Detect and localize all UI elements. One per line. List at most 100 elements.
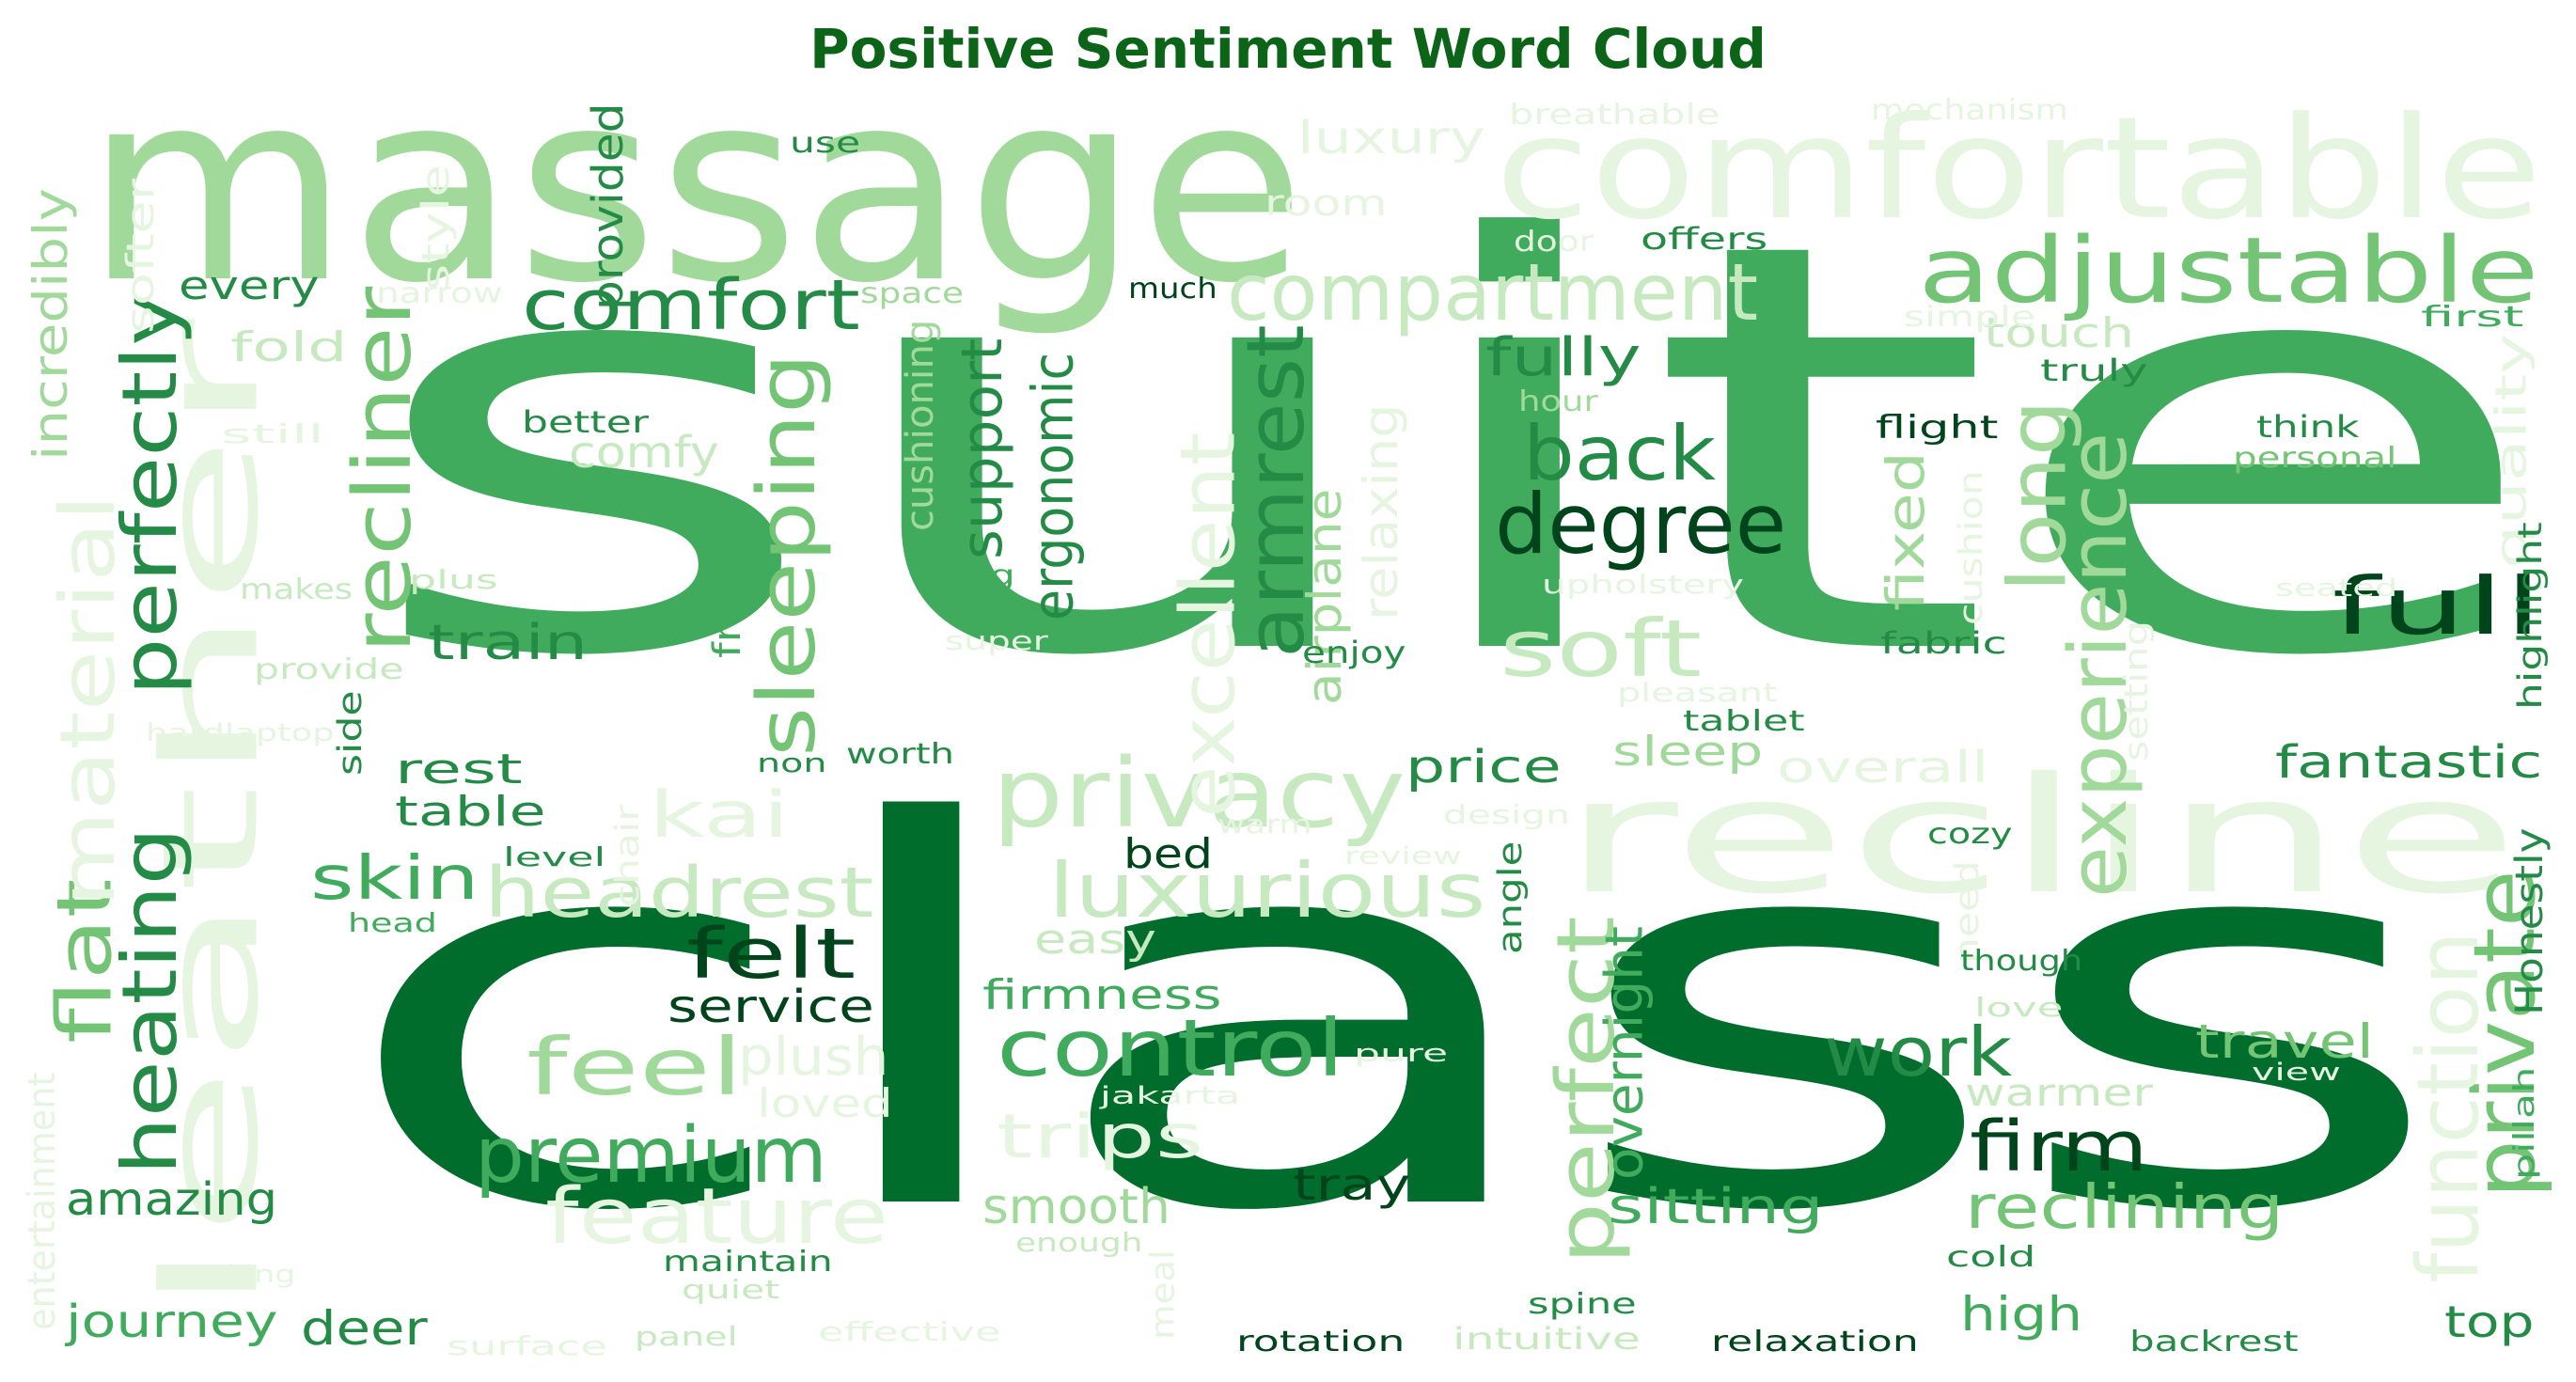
word-provide: provide (254, 653, 404, 686)
word-recliner: recliner (337, 286, 430, 653)
word-highlight: highlight (2511, 522, 2551, 710)
word-ergonomic: ergonomic (1020, 352, 1086, 620)
word-use: use (790, 127, 861, 160)
word-table: table (395, 788, 546, 836)
word-back: back (1523, 410, 1717, 497)
word-fully: fully (1485, 327, 1641, 388)
word-rotation: rotation (1236, 1326, 1406, 1358)
word-fixed: fixed (1876, 450, 1937, 611)
word-room: room (1264, 182, 1388, 224)
word-full: full (2332, 560, 2543, 652)
word-luxurious: luxurious (1048, 846, 1486, 934)
word-cold: cold (1946, 1241, 2036, 1274)
word-makes: makes (240, 573, 353, 606)
word-super: super (945, 625, 1048, 656)
word-headrest: headrest (484, 853, 874, 934)
word-honestly: Honestly (2506, 827, 2552, 1015)
word-comfort: comfort (522, 265, 860, 346)
word-space: space (860, 277, 965, 310)
word-cushioning: cushioning (899, 319, 943, 531)
word-easy: easy (1034, 916, 1156, 964)
word-head: head (348, 907, 437, 938)
word-design: design (1443, 799, 1570, 830)
word-truly: truly (2040, 353, 2148, 388)
word-jakarta: jakarta (1100, 1082, 1241, 1110)
word-tray: tray (1293, 1159, 1411, 1210)
word-smooth: smooth (982, 1179, 1170, 1235)
word-flight: flight (1876, 409, 1999, 447)
word-deer: deer (301, 1301, 428, 1356)
word-upholstery: upholstery (1542, 569, 1745, 600)
word-level: level (503, 841, 606, 872)
word-fabric: fabric (1880, 625, 2007, 661)
word-pure: pure (1354, 1040, 1449, 1068)
word-first: first (2421, 301, 2524, 334)
word-much: much (1128, 273, 1217, 306)
word-airplane: airplane (1297, 488, 1353, 705)
word-travel: travel (2195, 1014, 2375, 1069)
word-degree: degree (1495, 475, 1787, 573)
word-maintain: maintain (663, 1246, 833, 1279)
word-top: top (2444, 1296, 2535, 1347)
word-warm: warm (1217, 809, 1312, 840)
word-personal: personal (2233, 442, 2397, 475)
word-making: making (174, 1261, 296, 1289)
word-firmness: firmness (982, 971, 1222, 1019)
word-control: control (997, 1002, 1345, 1094)
word-service: service (668, 981, 874, 1033)
word-entertainment: entertainment (19, 1072, 64, 1330)
word-comfortable: comfortable (1495, 87, 2543, 251)
word-enough: enough (1015, 1227, 1143, 1258)
word-feel: feel (526, 1021, 744, 1113)
word-high: high (1960, 1287, 2083, 1342)
word-side: side (330, 690, 369, 776)
word-long: long (1990, 399, 2084, 592)
word-intuitive: intuitive (1453, 1321, 1641, 1357)
word-suite: suite (357, 122, 2549, 779)
word-think: think (2256, 409, 2360, 445)
word-skin: skin (310, 844, 479, 914)
word-tablet: tablet (1683, 705, 1805, 738)
word-though: though (1960, 945, 2083, 978)
word-narrow: narrow (376, 277, 503, 310)
word-better: better (522, 404, 649, 440)
word-loved: loved (757, 1080, 893, 1126)
word-work: work (1824, 1013, 2013, 1091)
word-spine: spine (1528, 1288, 1637, 1321)
word-hour: hour (1518, 385, 1598, 418)
word-seated: seated (2275, 574, 2398, 603)
word-worth: worth (846, 738, 955, 771)
word-love: love (1974, 992, 2064, 1023)
word-offers: offers (1641, 221, 1768, 257)
word-surface: surface (447, 1330, 607, 1361)
word-price: price (1406, 741, 1562, 793)
word-simple: simple (1904, 301, 2036, 334)
word-train: train (428, 615, 589, 671)
word-premium: premium (475, 1111, 827, 1201)
word-cushion: cushion (1952, 470, 1991, 625)
word-recline: recline (1561, 744, 2520, 930)
word-function: function (2400, 931, 2498, 1283)
word-journey: journey (66, 1296, 278, 1348)
word-luxury: luxury (1297, 112, 1485, 165)
word-every: every (179, 262, 320, 308)
word-meal: meal (1144, 1249, 1183, 1340)
word-trips: trips (997, 1103, 1204, 1172)
word-kai: kai (649, 777, 790, 853)
word-quiet: quiet (682, 1274, 780, 1305)
word-friendly: friendly (706, 489, 750, 658)
word-panel: panel (635, 1321, 738, 1352)
word-privacy: privacy (992, 738, 1406, 850)
word-sleep: sleep (1612, 728, 1764, 776)
word-massage: massage (85, 35, 1307, 341)
word-angle: angle (1491, 840, 1531, 954)
word-comfy: comfy (569, 427, 719, 478)
word-plus: plus (409, 564, 498, 595)
word-door: door (1514, 226, 1594, 259)
word-excellent: excellent (1164, 432, 1252, 818)
word-cozy: cozy (1927, 818, 2013, 851)
word-softer: softer (118, 178, 164, 334)
word-backrest: backrest (2129, 1326, 2299, 1358)
word-firm: firm (1970, 1107, 2148, 1187)
